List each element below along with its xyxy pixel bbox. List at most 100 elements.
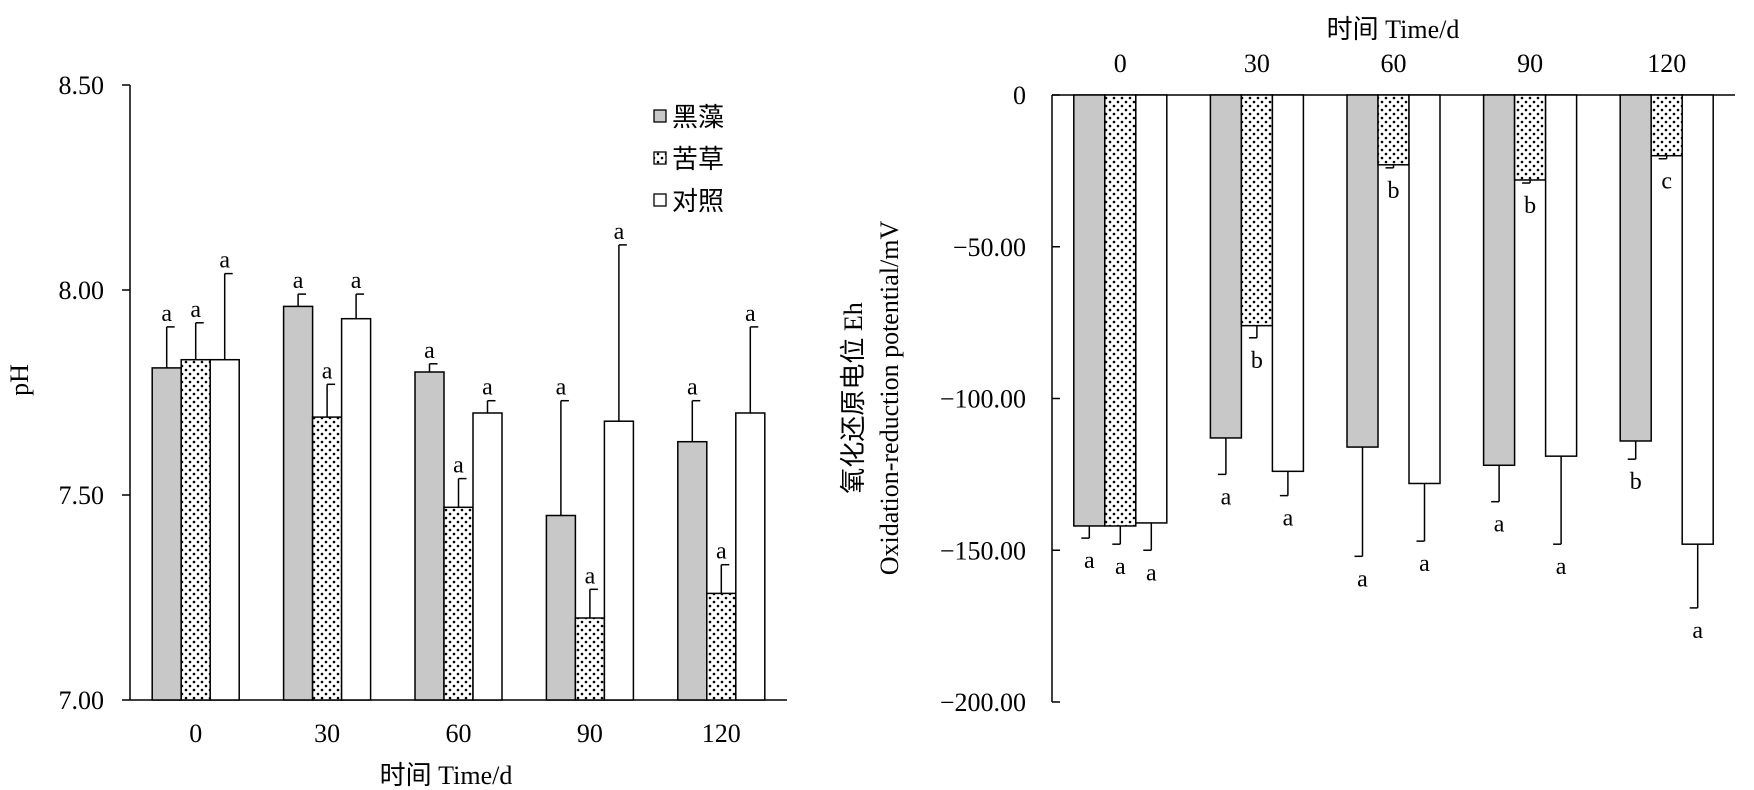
eh-bar — [1619, 94, 1652, 442]
ph-bar — [706, 592, 737, 701]
ph-significance-label: a — [482, 375, 493, 401]
ph-y-tick-label: 7.50 — [59, 481, 105, 510]
ph-bar — [180, 358, 211, 701]
eh-significance-label: a — [1556, 554, 1567, 580]
eh-y-tick-label: −50.00 — [953, 233, 1026, 262]
ph-bar — [735, 412, 766, 701]
ph-bar — [151, 367, 182, 701]
ph-bar — [311, 416, 343, 701]
ph-significance-label: a — [453, 453, 464, 479]
ph-bar — [603, 420, 635, 701]
ph-significance-label: a — [687, 375, 698, 401]
legend-swatch — [653, 109, 667, 123]
ph-significance-label: a — [424, 338, 435, 364]
eh-significance-label: a — [1692, 618, 1703, 644]
eh-significance-label: b — [1388, 178, 1400, 204]
eh-x-tick-label: 120 — [1647, 49, 1686, 78]
eh-x-tick-label: 30 — [1244, 49, 1270, 78]
ph-y-tick-label: 8.00 — [59, 276, 105, 305]
ph-significance-label: a — [585, 563, 596, 589]
legend-swatch — [653, 193, 667, 207]
ph-bar — [209, 358, 240, 701]
ph-significance-label: a — [161, 301, 172, 327]
eh-significance-label: b — [1524, 193, 1536, 219]
legend-label: 对照 — [672, 187, 724, 216]
ph-bar — [677, 440, 708, 701]
ph-bar — [414, 371, 445, 701]
ph-significance-label: a — [219, 248, 230, 274]
eh-y-tick-label: −200.00 — [940, 688, 1026, 717]
ph-significance-label: a — [190, 297, 201, 323]
ph-significance-label: a — [745, 301, 756, 327]
ph-bar — [472, 412, 503, 701]
eh-significance-label: a — [1221, 484, 1232, 510]
eh-bar — [1271, 94, 1305, 473]
ph-x-tick-label: 30 — [314, 719, 340, 748]
ph-y-ticks: 7.00 7.50 8.00 8.50 — [59, 71, 130, 715]
eh-significance-label: a — [1419, 551, 1430, 577]
ph-x-axis-title: 时间 Time/d — [380, 761, 513, 790]
ph-significance-label: a — [614, 219, 625, 245]
legend-swatch — [653, 151, 667, 165]
ph-significance-label: a — [322, 358, 333, 384]
eh-significance-label: a — [1283, 506, 1294, 532]
ph-bar — [574, 617, 606, 701]
eh-x-tick-label: 0 — [1114, 49, 1127, 78]
eh-bar — [1346, 94, 1379, 448]
eh-y-ticks: 0 −50.00 −100.00 −150.00 −200.00 — [940, 81, 1060, 717]
ph-bar — [340, 317, 372, 701]
ph-x-tick-label: 120 — [702, 719, 741, 748]
ph-x-tick-label: 90 — [577, 719, 603, 748]
eh-y-tick-label: 0 — [1013, 81, 1026, 110]
eh-bar — [1377, 94, 1410, 166]
ph-significance-label: a — [556, 375, 567, 401]
ph-bar — [282, 305, 314, 701]
eh-bar — [1408, 94, 1441, 485]
eh-significance-label: a — [1357, 566, 1368, 592]
legend-label: 苦草 — [672, 145, 724, 174]
eh-significance-label: c — [1661, 169, 1672, 195]
eh-significance-label: a — [1115, 554, 1126, 580]
eh-bar — [1544, 94, 1578, 457]
eh-significance-label: a — [1494, 512, 1505, 538]
eh-x-tick-label: 90 — [1517, 49, 1543, 78]
eh-x-axis-title: 时间 Time/d — [1327, 15, 1460, 44]
eh-y-axis-title-line1: 氧化还原电位 Eh — [839, 302, 868, 493]
ph-x-ticks: 0 30 60 90 120 — [189, 719, 741, 748]
eh-chart: 0−50.00−100.00−150.00−200.00 0 30 60 90 120 … — [839, 15, 1735, 717]
eh-bar — [1104, 94, 1137, 527]
ph-significance-label: a — [293, 268, 304, 294]
ph-x-tick-label: 0 — [189, 719, 202, 748]
eh-x-tick-label: 60 — [1381, 49, 1407, 78]
ph-significance-label: a — [351, 268, 362, 294]
eh-bar — [1073, 94, 1106, 527]
eh-bar — [1513, 94, 1547, 181]
ph-significance-label: a — [716, 539, 727, 565]
ph-bar — [443, 506, 474, 701]
eh-significance-label: b — [1251, 348, 1263, 374]
eh-y-tick-label: −150.00 — [940, 536, 1026, 565]
eh-y-axis-title-line2: Oxidation-reduction potential/mV — [875, 221, 904, 576]
eh-significance-label: b — [1630, 469, 1642, 495]
ph-y-axis-title: pH — [5, 364, 34, 396]
legend-label: 黑藻 — [672, 103, 724, 132]
eh-bar — [1650, 94, 1683, 157]
eh-bar — [1209, 94, 1243, 439]
ph-bar — [545, 514, 577, 701]
ph-y-tick-label: 8.50 — [59, 71, 105, 100]
eh-bar — [1681, 94, 1714, 545]
eh-significance-label: a — [1146, 560, 1157, 586]
ph-y-tick-label: 7.00 — [59, 686, 105, 715]
eh-bar — [1240, 94, 1274, 327]
eh-bar — [1482, 94, 1516, 467]
eh-x-ticks: 0 30 60 90 120 — [1114, 49, 1686, 78]
eh-y-tick-label: −100.00 — [940, 385, 1026, 414]
eh-bar — [1135, 94, 1168, 524]
ph-x-tick-label: 60 — [446, 719, 472, 748]
eh-significance-label: a — [1084, 548, 1095, 574]
